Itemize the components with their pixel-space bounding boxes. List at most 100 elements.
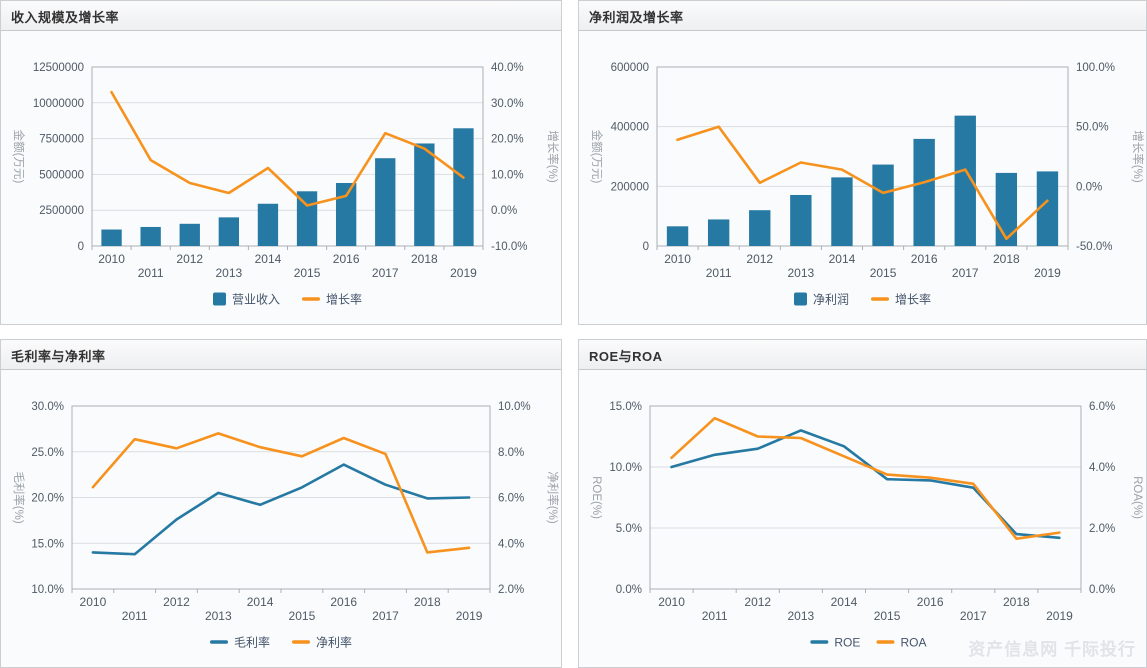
svg-text:12500000: 12500000 <box>33 62 84 74</box>
svg-text:50.0%: 50.0% <box>1076 122 1109 134</box>
svg-text:2014: 2014 <box>829 252 856 266</box>
svg-text:0: 0 <box>643 241 649 253</box>
right-axis: 0.0% 2.0% 4.0% 6.0% ROA(%) <box>1089 401 1143 596</box>
svg-text:0.0%: 0.0% <box>1076 181 1102 193</box>
chart-revenue-growth[interactable]: 2010 2011 2012 2013 2014 2015 2016 2017 2018 2019… <box>1 31 561 324</box>
svg-text:2012: 2012 <box>746 252 773 266</box>
svg-text:2018: 2018 <box>1003 595 1030 609</box>
legend-item-growth-rate[interactable]: 增长率 <box>302 292 362 307</box>
svg-text:20.0%: 20.0% <box>31 493 64 505</box>
svg-text:2019: 2019 <box>1046 609 1073 623</box>
left-axis: 10.0% 15.0% 20.0% 25.0% 30.0% 毛利率(%) <box>12 401 64 596</box>
svg-text:2015: 2015 <box>870 266 897 280</box>
svg-text:2018: 2018 <box>993 252 1020 266</box>
line-series-growth-rate[interactable] <box>110 90 465 207</box>
svg-text:15.0%: 15.0% <box>609 401 642 413</box>
panel-header-margin-rates: 毛利率与净利率 <box>1 340 561 370</box>
svg-text:30.0%: 30.0% <box>491 98 524 110</box>
svg-text:2010: 2010 <box>664 252 691 266</box>
svg-text:2017: 2017 <box>960 609 987 623</box>
legend-item-roe[interactable]: ROE <box>810 636 860 650</box>
svg-text:6.0%: 6.0% <box>1089 401 1115 413</box>
svg-text:2010: 2010 <box>658 595 685 609</box>
svg-text:0.0%: 0.0% <box>491 205 517 217</box>
svg-text:营业收入: 营业收入 <box>232 293 280 307</box>
svg-text:2015: 2015 <box>289 609 316 623</box>
svg-text:20.0%: 20.0% <box>491 134 524 146</box>
svg-text:10.0%: 10.0% <box>609 462 642 474</box>
bar-series-operating-revenue[interactable] <box>101 128 474 246</box>
svg-text:2013: 2013 <box>215 266 242 280</box>
svg-text:毛利率: 毛利率 <box>234 635 270 650</box>
left-axis: 0.0% 5.0% 10.0% 15.0% ROE(%) <box>590 401 642 596</box>
plot-border <box>649 405 1082 590</box>
svg-text:2014: 2014 <box>831 595 858 609</box>
legend-item-net-margin[interactable]: 净利率 <box>292 635 352 650</box>
right-axis: 2.0% 4.0% 6.0% 8.0% 10.0% 净利率(%) <box>498 401 560 596</box>
legend-item-operating-revenue[interactable]: 营业收入 <box>213 292 280 307</box>
svg-text:2011: 2011 <box>706 266 732 280</box>
svg-text:10.0%: 10.0% <box>491 169 524 181</box>
svg-text:净利率: 净利率 <box>316 635 352 650</box>
svg-text:ROE: ROE <box>834 636 860 650</box>
svg-text:-50.0%: -50.0% <box>1076 241 1112 253</box>
svg-text:200000: 200000 <box>611 181 649 193</box>
svg-text:2500000: 2500000 <box>39 205 84 217</box>
svg-text:5.0%: 5.0% <box>616 523 642 535</box>
svg-text:0.0%: 0.0% <box>616 584 642 596</box>
line-series-net-margin[interactable] <box>91 432 471 554</box>
svg-text:2.0%: 2.0% <box>1089 523 1115 535</box>
left-axis: 0 200000 400000 600000 金额(万元) <box>590 62 649 253</box>
panel-margin-rates: 毛利率与净利率 2010 2011 2012 2013 2014 2015 2016 2017… <box>0 339 562 668</box>
gridlines <box>650 405 1081 529</box>
svg-text:2012: 2012 <box>163 595 190 609</box>
svg-text:ROA: ROA <box>901 636 927 650</box>
svg-text:净利润: 净利润 <box>813 293 849 307</box>
left-axis: 0 2500000 5000000 7500000 10000000 12500000 金额… <box>12 62 84 253</box>
svg-text:2010: 2010 <box>98 252 125 266</box>
svg-text:2016: 2016 <box>330 595 357 609</box>
panel-title-revenue-growth: 收入规模及增长率 <box>11 10 120 25</box>
line-series-roe[interactable] <box>670 429 1061 540</box>
line-series-roa[interactable] <box>670 416 1061 540</box>
svg-text:5000000: 5000000 <box>39 169 84 181</box>
chart-net-profit-growth[interactable]: 2010 2011 2012 2013 2014 2015 2016 2017 2018 2019… <box>579 31 1146 324</box>
svg-text:2.0%: 2.0% <box>498 584 524 596</box>
svg-text:2015: 2015 <box>294 266 321 280</box>
revenue-growth-svg: 2010 2011 2012 2013 2014 2015 2016 2017 2018 2019… <box>12 62 560 307</box>
chart-margin-rates[interactable]: 2010 2011 2012 2013 2014 2015 2016 2017 2018 2019… <box>1 370 561 667</box>
svg-text:ROA(%): ROA(%) <box>1131 476 1143 519</box>
x-axis: 2010 2011 2012 2013 2014 2015 2016 2017 2018 2019 <box>71 589 491 623</box>
svg-text:2018: 2018 <box>411 252 438 266</box>
line-series-growth-rate[interactable] <box>676 125 1049 241</box>
gridlines <box>72 405 490 544</box>
panel-header-net-profit-growth: 净利润及增长率 <box>579 1 1146 31</box>
panel-roe-roa: ROE与ROA 资产信息网 千际投行 2010 2011 2012 2013 2014 2… <box>578 339 1147 668</box>
panel-title-roe-roa: ROE与ROA <box>589 349 663 364</box>
svg-text:2019: 2019 <box>450 266 477 280</box>
svg-text:2010: 2010 <box>80 595 107 609</box>
svg-text:2015: 2015 <box>874 609 901 623</box>
legend-item-gross-margin[interactable]: 毛利率 <box>210 635 270 650</box>
panel-header-revenue-growth: 收入规模及增长率 <box>1 1 561 31</box>
right-axis: -50.0% 0.0% 50.0% 100.0% 增长率(%) <box>1076 62 1145 253</box>
svg-text:金额(万元): 金额(万元) <box>590 130 604 184</box>
svg-text:增长率: 增长率 <box>895 292 931 307</box>
svg-text:2013: 2013 <box>787 266 814 280</box>
svg-text:6.0%: 6.0% <box>498 493 524 505</box>
legend-item-net-profit[interactable]: 净利润 <box>794 292 849 307</box>
roe-roa-svg: 2010 2011 2012 2013 2014 2015 2016 2017 2018 2019… <box>590 401 1143 650</box>
panel-revenue-growth: 收入规模及增长率 2010 2011 2012 2013 2014 2015 2016 201… <box>0 0 562 325</box>
bar-series-net-profit[interactable] <box>666 115 1059 247</box>
svg-text:2017: 2017 <box>372 609 399 623</box>
legend-item-growth-rate[interactable]: 增长率 <box>871 292 931 307</box>
svg-text:10000000: 10000000 <box>33 98 84 110</box>
legend-item-roa[interactable]: ROA <box>876 636 927 650</box>
svg-text:-10.0%: -10.0% <box>491 241 527 253</box>
line-series-gross-margin[interactable] <box>91 463 471 556</box>
svg-text:10.0%: 10.0% <box>31 584 64 596</box>
chart-roe-roa[interactable]: 资产信息网 千际投行 2010 2011 2012 2013 2014 2015 2016 2… <box>579 370 1146 667</box>
svg-text:2017: 2017 <box>952 266 979 280</box>
svg-text:2018: 2018 <box>414 595 441 609</box>
svg-text:增长率: 增长率 <box>326 292 362 307</box>
